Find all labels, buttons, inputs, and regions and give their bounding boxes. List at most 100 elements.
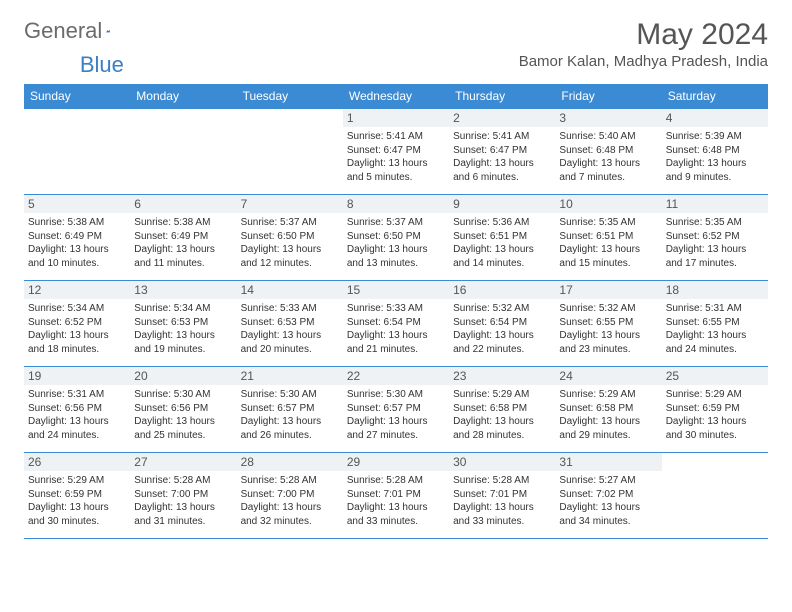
day-number: 11 bbox=[662, 195, 768, 213]
day-number: 31 bbox=[555, 453, 661, 471]
calendar-cell: 21Sunrise: 5:30 AMSunset: 6:57 PMDayligh… bbox=[237, 367, 343, 453]
daylight-text: Daylight: 13 hours and 33 minutes. bbox=[347, 501, 445, 528]
calendar-cell bbox=[662, 453, 768, 539]
day-number: 14 bbox=[237, 281, 343, 299]
sunset-text: Sunset: 7:02 PM bbox=[559, 488, 657, 502]
weekday-header: Thursday bbox=[449, 84, 555, 109]
sunrise-text: Sunrise: 5:29 AM bbox=[666, 388, 764, 402]
calendar-cell: 11Sunrise: 5:35 AMSunset: 6:52 PMDayligh… bbox=[662, 195, 768, 281]
calendar-cell: 26Sunrise: 5:29 AMSunset: 6:59 PMDayligh… bbox=[24, 453, 130, 539]
daylight-text: Daylight: 13 hours and 21 minutes. bbox=[347, 329, 445, 356]
daylight-text: Daylight: 13 hours and 12 minutes. bbox=[241, 243, 339, 270]
sunset-text: Sunset: 6:56 PM bbox=[28, 402, 126, 416]
day-number: 15 bbox=[343, 281, 449, 299]
calendar-cell: 17Sunrise: 5:32 AMSunset: 6:55 PMDayligh… bbox=[555, 281, 661, 367]
calendar-cell: 12Sunrise: 5:34 AMSunset: 6:52 PMDayligh… bbox=[24, 281, 130, 367]
sunset-text: Sunset: 6:59 PM bbox=[28, 488, 126, 502]
sunrise-text: Sunrise: 5:28 AM bbox=[347, 474, 445, 488]
calendar-cell: 13Sunrise: 5:34 AMSunset: 6:53 PMDayligh… bbox=[130, 281, 236, 367]
sunset-text: Sunset: 6:50 PM bbox=[347, 230, 445, 244]
sunrise-text: Sunrise: 5:41 AM bbox=[453, 130, 551, 144]
day-number: 8 bbox=[343, 195, 449, 213]
calendar-row: 19Sunrise: 5:31 AMSunset: 6:56 PMDayligh… bbox=[24, 367, 768, 453]
calendar-cell: 4Sunrise: 5:39 AMSunset: 6:48 PMDaylight… bbox=[662, 109, 768, 195]
logo-text-a: General bbox=[24, 18, 102, 44]
calendar-cell: 29 Sunrise: 5:28 AMSunset: 7:01 PMDayligh… bbox=[343, 453, 449, 539]
calendar-cell: 16Sunrise: 5:32 AMSunset: 6:54 PMDayligh… bbox=[449, 281, 555, 367]
logo-triangle-icon bbox=[106, 23, 110, 39]
day-number: 25 bbox=[662, 367, 768, 385]
day-number: 5 bbox=[24, 195, 130, 213]
sunset-text: Sunset: 7:01 PM bbox=[453, 488, 551, 502]
day-number: 17 bbox=[555, 281, 661, 299]
sunset-text: Sunset: 6:48 PM bbox=[559, 144, 657, 158]
sunrise-text: Sunrise: 5:28 AM bbox=[241, 474, 339, 488]
sunrise-text: Sunrise: 5:32 AM bbox=[559, 302, 657, 316]
day-number: 16 bbox=[449, 281, 555, 299]
sunrise-text: Sunrise: 5:39 AM bbox=[666, 130, 764, 144]
daylight-text: Daylight: 13 hours and 13 minutes. bbox=[347, 243, 445, 270]
sunset-text: Sunset: 6:58 PM bbox=[559, 402, 657, 416]
calendar-cell: 18Sunrise: 5:31 AMSunset: 6:55 PMDayligh… bbox=[662, 281, 768, 367]
sunrise-text: Sunrise: 5:28 AM bbox=[453, 474, 551, 488]
weekday-header-row: Sunday Monday Tuesday Wednesday Thursday… bbox=[24, 84, 768, 109]
day-number: 21 bbox=[237, 367, 343, 385]
day-number: 4 bbox=[662, 109, 768, 127]
calendar-table: Sunday Monday Tuesday Wednesday Thursday… bbox=[24, 84, 768, 539]
daylight-text: Daylight: 13 hours and 34 minutes. bbox=[559, 501, 657, 528]
sunset-text: Sunset: 6:47 PM bbox=[347, 144, 445, 158]
sunrise-text: Sunrise: 5:35 AM bbox=[666, 216, 764, 230]
sunrise-text: Sunrise: 5:29 AM bbox=[453, 388, 551, 402]
sunrise-text: Sunrise: 5:37 AM bbox=[347, 216, 445, 230]
sunrise-text: Sunrise: 5:34 AM bbox=[134, 302, 232, 316]
calendar-cell: 28Sunrise: 5:28 AMSunset: 7:00 PMDayligh… bbox=[237, 453, 343, 539]
daylight-text: Daylight: 13 hours and 7 minutes. bbox=[559, 157, 657, 184]
sunset-text: Sunset: 6:55 PM bbox=[559, 316, 657, 330]
sunrise-text: Sunrise: 5:35 AM bbox=[559, 216, 657, 230]
sunset-text: Sunset: 6:51 PM bbox=[559, 230, 657, 244]
day-number: 19 bbox=[24, 367, 130, 385]
calendar-cell bbox=[24, 109, 130, 195]
daylight-text: Daylight: 13 hours and 20 minutes. bbox=[241, 329, 339, 356]
sunrise-text: Sunrise: 5:34 AM bbox=[28, 302, 126, 316]
sunrise-text: Sunrise: 5:28 AM bbox=[134, 474, 232, 488]
calendar-cell: 5Sunrise: 5:38 AMSunset: 6:49 PMDaylight… bbox=[24, 195, 130, 281]
location-text: Bamor Kalan, Madhya Pradesh, India bbox=[519, 53, 768, 70]
calendar-cell: 19 Sunrise: 5:31 AMSunset: 6:56 PMDayligh… bbox=[24, 367, 130, 453]
sunset-text: Sunset: 6:57 PM bbox=[347, 402, 445, 416]
day-number: 29 bbox=[343, 453, 449, 471]
day-number: 30 bbox=[449, 453, 555, 471]
daylight-text: Daylight: 13 hours and 30 minutes. bbox=[28, 501, 126, 528]
sunset-text: Sunset: 6:53 PM bbox=[134, 316, 232, 330]
sunset-text: Sunset: 6:51 PM bbox=[453, 230, 551, 244]
day-number: 13 bbox=[130, 281, 236, 299]
sunset-text: Sunset: 6:49 PM bbox=[134, 230, 232, 244]
daylight-text: Daylight: 13 hours and 10 minutes. bbox=[28, 243, 126, 270]
sunrise-text: Sunrise: 5:37 AM bbox=[241, 216, 339, 230]
daylight-text: Daylight: 13 hours and 24 minutes. bbox=[28, 415, 126, 442]
sunrise-text: Sunrise: 5:30 AM bbox=[134, 388, 232, 402]
weekday-header: Monday bbox=[130, 84, 236, 109]
sunrise-text: Sunrise: 5:41 AM bbox=[347, 130, 445, 144]
calendar-row: 12Sunrise: 5:34 AMSunset: 6:52 PMDayligh… bbox=[24, 281, 768, 367]
daylight-text: Daylight: 13 hours and 18 minutes. bbox=[28, 329, 126, 356]
calendar-cell: 22Sunrise: 5:30 AMSunset: 6:57 PMDayligh… bbox=[343, 367, 449, 453]
daylight-text: Daylight: 13 hours and 22 minutes. bbox=[453, 329, 551, 356]
sunset-text: Sunset: 6:56 PM bbox=[134, 402, 232, 416]
day-number: 1 bbox=[343, 109, 449, 127]
sunrise-text: Sunrise: 5:31 AM bbox=[28, 388, 126, 402]
daylight-text: Daylight: 13 hours and 5 minutes. bbox=[347, 157, 445, 184]
sunrise-text: Sunrise: 5:30 AM bbox=[241, 388, 339, 402]
month-title: May 2024 bbox=[519, 18, 768, 51]
weekday-header: Wednesday bbox=[343, 84, 449, 109]
sunset-text: Sunset: 6:48 PM bbox=[666, 144, 764, 158]
calendar-cell: 24Sunrise: 5:29 AMSunset: 6:58 PMDayligh… bbox=[555, 367, 661, 453]
weekday-header: Saturday bbox=[662, 84, 768, 109]
weekday-header: Tuesday bbox=[237, 84, 343, 109]
logo: General bbox=[24, 18, 130, 44]
calendar-row: 26Sunrise: 5:29 AMSunset: 6:59 PMDayligh… bbox=[24, 453, 768, 539]
sunset-text: Sunset: 6:47 PM bbox=[453, 144, 551, 158]
sunset-text: Sunset: 7:01 PM bbox=[347, 488, 445, 502]
sunrise-text: Sunrise: 5:36 AM bbox=[453, 216, 551, 230]
day-number: 2 bbox=[449, 109, 555, 127]
